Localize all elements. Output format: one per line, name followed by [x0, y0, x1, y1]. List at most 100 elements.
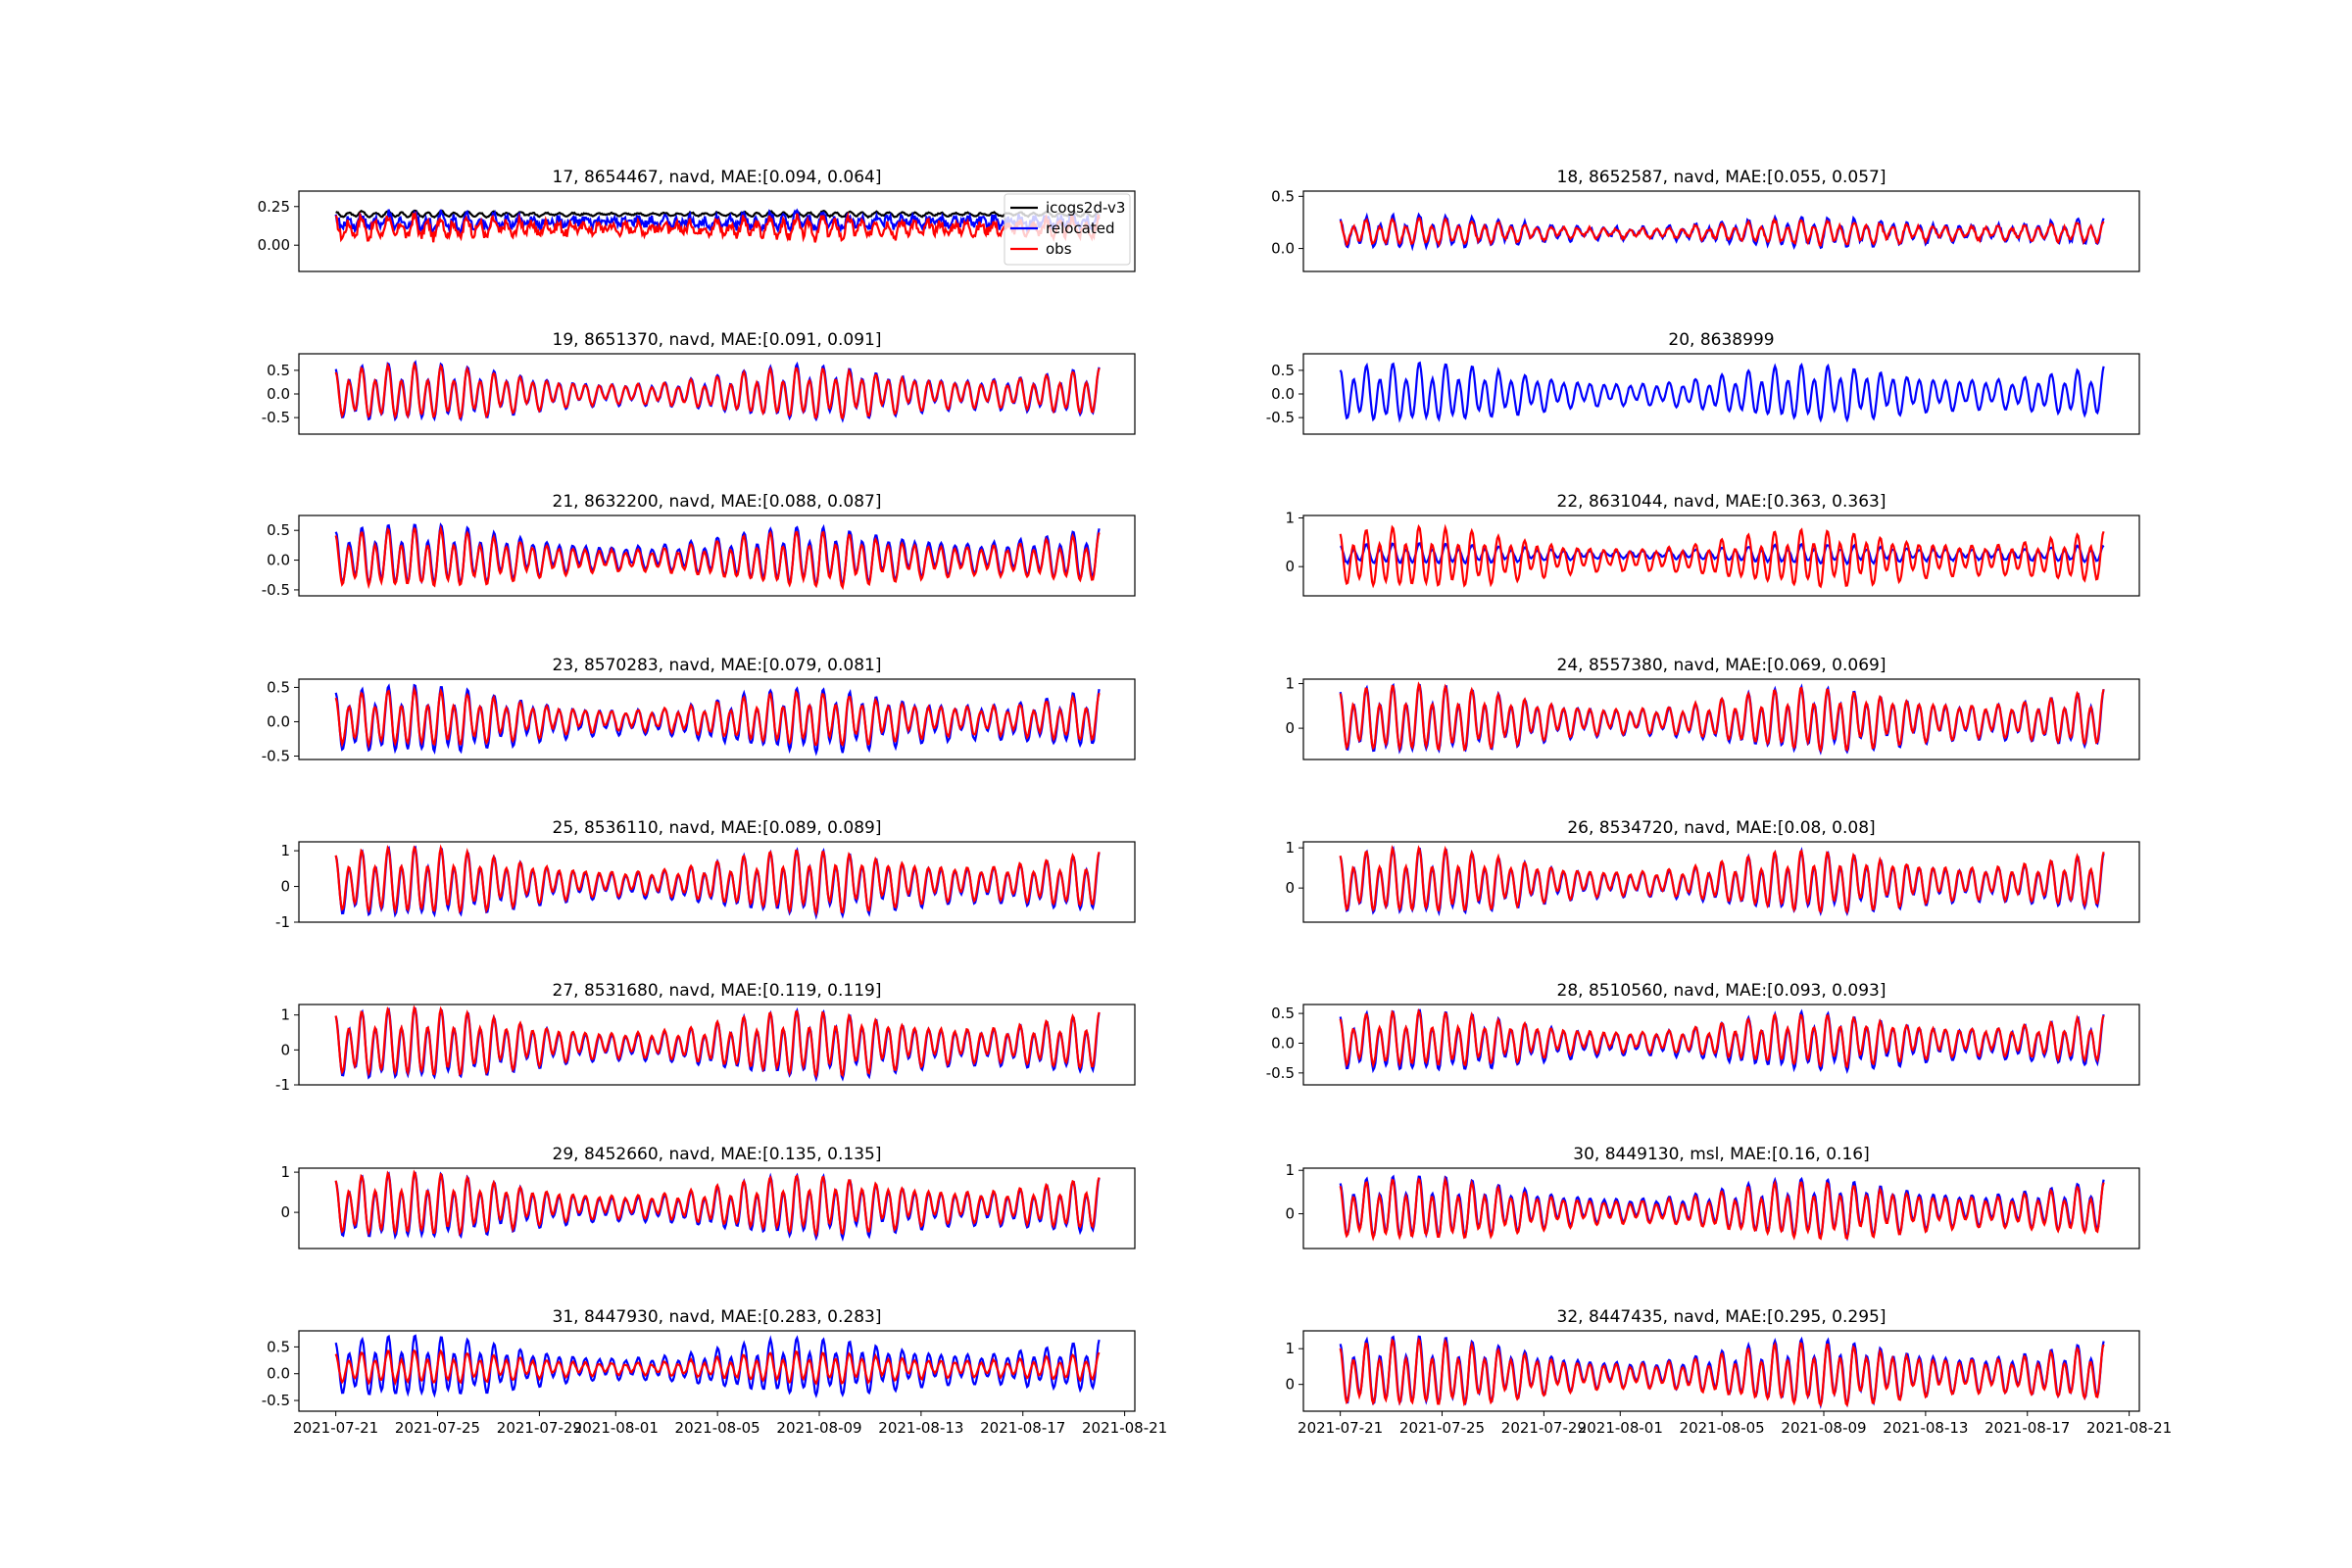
axes-frame	[298, 1167, 1136, 1250]
plot-area	[1339, 1335, 2105, 1409]
panel-24: 24, 8557380, navd, MAE:[0.069, 0.069] 0 1	[1285, 656, 2140, 760]
series-obs	[334, 685, 1101, 750]
plot-area	[334, 208, 1101, 243]
ytick-label: 0	[1285, 879, 1295, 897]
panel-title: 18, 8652587, navd, MAE:[0.055, 0.057]	[1557, 168, 1886, 187]
plot-area	[1339, 1007, 2105, 1075]
ytick-label: 0.00	[258, 236, 290, 254]
plot-area	[1339, 361, 2105, 423]
panel-title: 27, 8531680, navd, MAE:[0.119, 0.119]	[553, 981, 882, 1001]
panel-23: 23, 8570283, navd, MAE:[0.079, 0.081] -0.…	[262, 656, 1136, 764]
axes-frame	[298, 514, 1136, 597]
legend-label: relocated	[1046, 220, 1114, 237]
xtick-label: 2021-08-01	[573, 1419, 659, 1437]
axes-frame	[1302, 841, 2140, 923]
xtick-label: 2021-08-09	[1781, 1419, 1866, 1437]
ytick-label: 0.25	[258, 198, 290, 216]
ytick-label: 1	[1285, 509, 1295, 526]
series-relocated	[1339, 1174, 2105, 1242]
ytick-label: -0.5	[1266, 409, 1295, 426]
xtick-label: 2021-08-17	[980, 1419, 1065, 1437]
series-obs	[1339, 1007, 2105, 1069]
plot-area	[334, 360, 1101, 423]
panel-title: 24, 8557380, navd, MAE:[0.069, 0.069]	[1557, 656, 1886, 675]
ytick-label: 0.0	[267, 712, 290, 730]
axes-frame	[1302, 514, 2140, 597]
panel-26: 26, 8534720, navd, MAE:[0.08, 0.08] 0 1	[1285, 818, 2140, 923]
ytick-label: 1	[1285, 675, 1295, 693]
ytick-label: 0.5	[1271, 362, 1295, 379]
plot-area	[334, 1334, 1101, 1398]
series-obs	[334, 1169, 1101, 1238]
series-obs	[334, 361, 1101, 420]
panel-17: 17, 8654467, navd, MAE:[0.094, 0.064] 0.0…	[258, 168, 1136, 272]
ytick-label: 0	[1285, 558, 1295, 575]
series-obs	[1339, 845, 2105, 914]
xtick-label: 2021-07-21	[1298, 1419, 1383, 1437]
panel-22: 22, 8631044, navd, MAE:[0.363, 0.363] 0 1	[1285, 492, 2140, 597]
panel-32: 32, 8447435, navd, MAE:[0.295, 0.295] 0 1 2…	[1285, 1307, 2172, 1437]
ytick-label: -1	[275, 1076, 290, 1094]
panel-title: 23, 8570283, navd, MAE:[0.079, 0.081]	[553, 656, 882, 675]
series-relocated	[334, 1334, 1101, 1398]
xtick-label: 2021-07-29	[1501, 1419, 1587, 1437]
ytick-label: -0.5	[262, 747, 290, 764]
ytick-label: 1	[280, 842, 290, 859]
legend: icogs2d-v3 relocated obs	[1004, 193, 1131, 266]
panel-19: 19, 8651370, navd, MAE:[0.091, 0.091] -0.…	[262, 330, 1136, 435]
ytick-label: 0.0	[1271, 385, 1295, 403]
xtick-label: 2021-07-21	[293, 1419, 378, 1437]
plot-area	[1339, 523, 2105, 589]
plot-area	[1339, 681, 2105, 756]
panel-title: 21, 8632200, navd, MAE:[0.088, 0.087]	[553, 492, 882, 512]
panel-title: 25, 8536110, navd, MAE:[0.089, 0.089]	[553, 818, 882, 838]
panel-31: 31, 8447930, navd, MAE:[0.283, 0.283] -0.…	[262, 1307, 1167, 1437]
ytick-label: -0.5	[262, 1392, 290, 1409]
series-obs	[1339, 1337, 2105, 1408]
panel-29: 29, 8452660, navd, MAE:[0.135, 0.135] 0 1	[280, 1145, 1136, 1250]
ytick-label: 0.0	[267, 385, 290, 403]
xtick-label: 2021-08-05	[1680, 1419, 1765, 1437]
axes-frame	[298, 1004, 1136, 1086]
xtick-label: 2021-08-21	[1082, 1419, 1167, 1437]
axes-frame	[298, 841, 1136, 923]
ytick-label: 0.5	[267, 1338, 290, 1355]
panel-title: 31, 8447930, navd, MAE:[0.283, 0.283]	[553, 1307, 882, 1327]
panel-30: 30, 8449130, msl, MAE:[0.16, 0.16] 0 1	[1285, 1145, 2140, 1250]
series-relocated	[1339, 361, 2105, 423]
axes-frame	[1302, 190, 2140, 272]
legend-box	[1004, 193, 1131, 266]
panel-title: 19, 8651370, navd, MAE:[0.091, 0.091]	[553, 330, 882, 350]
ytick-label: 1	[1285, 1340, 1295, 1357]
series-obs	[1339, 681, 2105, 754]
xtick-label: 2021-08-05	[675, 1419, 760, 1437]
ytick-label: 0	[1285, 1376, 1295, 1394]
panel-21: 21, 8632200, navd, MAE:[0.088, 0.087] -0.…	[262, 492, 1136, 599]
series-obs	[334, 210, 1101, 243]
xtick-label: 2021-07-29	[497, 1419, 582, 1437]
panel-28: 28, 8510560, navd, MAE:[0.093, 0.093] -0.…	[1266, 981, 2140, 1086]
plot-area	[1339, 212, 2105, 252]
ytick-label: 0	[280, 1041, 290, 1058]
axes-frame	[1302, 678, 2140, 760]
panel-title: 29, 8452660, navd, MAE:[0.135, 0.135]	[553, 1145, 882, 1164]
xtick-label: 2021-08-13	[1883, 1419, 1968, 1437]
xtick-label: 2021-07-25	[395, 1419, 480, 1437]
axes-frame	[1302, 1004, 2140, 1086]
legend-label: icogs2d-v3	[1046, 199, 1125, 217]
axes-frame	[1302, 1330, 2140, 1412]
ytick-label: 0.5	[267, 678, 290, 696]
series-obs	[1339, 1175, 2105, 1242]
panel-title: 22, 8631044, navd, MAE:[0.363, 0.363]	[1557, 492, 1886, 512]
xtick-label: 2021-08-01	[1578, 1419, 1663, 1437]
plot-area	[334, 1169, 1101, 1242]
ytick-label: -0.5	[1266, 1064, 1295, 1082]
panel-title: 26, 8534720, navd, MAE:[0.08, 0.08]	[1567, 818, 1875, 838]
axes-frame	[1302, 1167, 2140, 1250]
ytick-label: 1	[280, 1163, 290, 1181]
series-obs	[334, 1004, 1101, 1079]
panel-title: 20, 8638999	[1668, 330, 1774, 350]
ytick-label: 0	[1285, 719, 1295, 737]
ytick-label: 1	[1285, 1161, 1295, 1179]
ytick-label: -0.5	[262, 581, 290, 599]
